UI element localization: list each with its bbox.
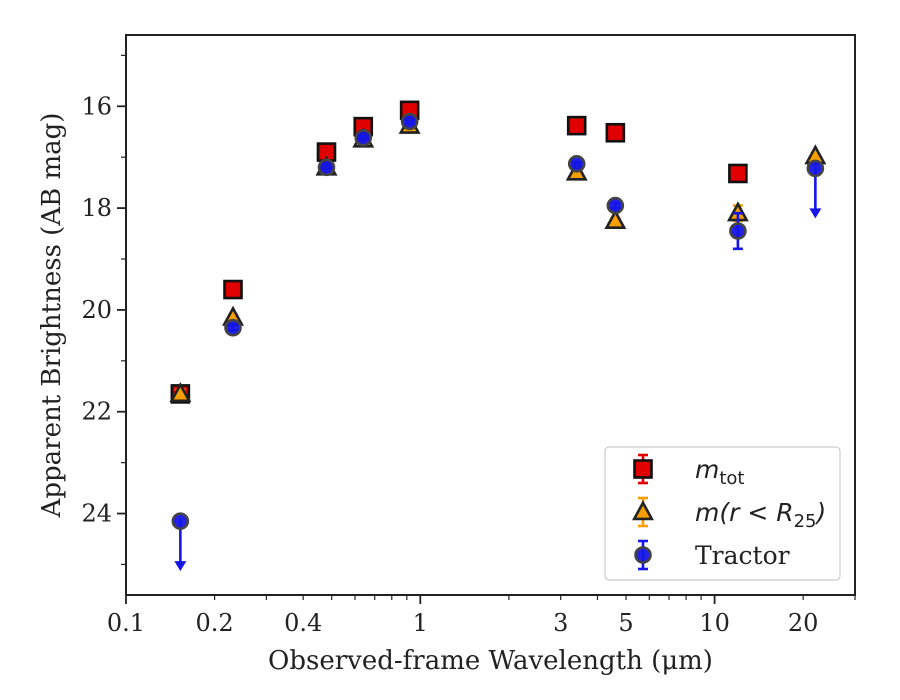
- upper-limit-arrow-head: [809, 208, 822, 219]
- legend: mtot m(r < R25) Tractor: [604, 446, 841, 581]
- x-tick-label: 0.4: [284, 609, 322, 637]
- legend-marker-square: [633, 459, 653, 479]
- legend-item-triangle: m(r < R25): [632, 496, 826, 532]
- y-tick-label: 18: [81, 194, 112, 222]
- y-tick-label: 20: [81, 296, 112, 324]
- legend-label: m(r < R25): [695, 498, 826, 532]
- legend-item-square: mtot: [633, 453, 745, 489]
- x-axis: 0.1 0.2 0.4 1 3 5 10 20: [107, 595, 856, 637]
- y-tick-label: 16: [81, 92, 112, 120]
- legend-label: Tractor: [695, 541, 790, 570]
- legend-item-circle: Tractor: [634, 539, 790, 571]
- x-tick-label: 0.1: [107, 609, 145, 637]
- x-tick-label: 1: [413, 609, 428, 637]
- legend-box: [604, 446, 841, 581]
- y-tick-label: 24: [81, 500, 112, 528]
- series-triangle: [169, 113, 827, 403]
- data-point-triangle: [169, 381, 192, 403]
- series-square: [170, 100, 748, 404]
- y-axis-label: Apparent Brightness (AB mag): [37, 113, 67, 519]
- x-axis-label: Observed-frame Wavelength (μm): [268, 646, 713, 676]
- x-tick-label: 0.2: [196, 609, 234, 637]
- legend-label: mtot: [695, 455, 745, 489]
- series-circle: [171, 112, 825, 572]
- x-tick-label: 3: [553, 609, 568, 637]
- data-point-triangle: [604, 208, 627, 230]
- x-tick-label: 10: [699, 609, 730, 637]
- axes-frame: [125, 34, 856, 596]
- plot-marks: [169, 100, 827, 572]
- x-tick-label: 20: [788, 609, 819, 637]
- upper-limit-arrow-head: [174, 561, 187, 572]
- legend-marker-triangle: [632, 500, 654, 521]
- legend-marker-circle: [634, 546, 652, 564]
- x-tick-label: 5: [618, 609, 633, 637]
- y-tick-label: 22: [81, 398, 112, 426]
- y-axis: 16 18 20 22 24: [81, 54, 126, 566]
